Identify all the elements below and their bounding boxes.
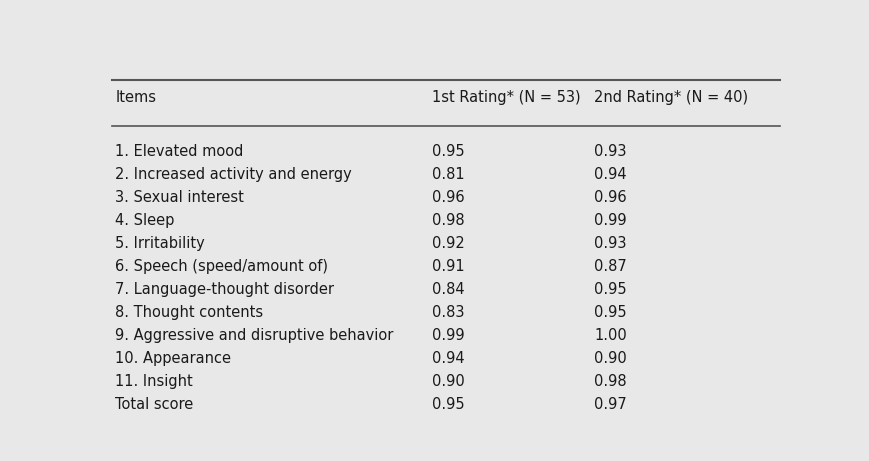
Text: 5. Irritability: 5. Irritability [116, 236, 205, 251]
Text: 2nd Rating* (N = 40): 2nd Rating* (N = 40) [594, 90, 747, 106]
Text: 0.97: 0.97 [594, 397, 627, 413]
Text: 0.84: 0.84 [432, 282, 464, 297]
Text: 11. Insight: 11. Insight [116, 374, 193, 390]
Text: 2. Increased activity and energy: 2. Increased activity and energy [116, 167, 352, 182]
Text: 0.92: 0.92 [432, 236, 465, 251]
Text: 0.90: 0.90 [432, 374, 465, 390]
Text: 0.81: 0.81 [432, 167, 464, 182]
Text: 7. Language-thought disorder: 7. Language-thought disorder [116, 282, 334, 297]
Text: 6. Speech (speed/amount of): 6. Speech (speed/amount of) [116, 259, 328, 274]
Text: 0.94: 0.94 [594, 167, 626, 182]
Text: 0.96: 0.96 [594, 190, 626, 205]
Text: 4. Sleep: 4. Sleep [116, 213, 175, 228]
Text: 0.93: 0.93 [594, 144, 626, 159]
Text: 0.98: 0.98 [432, 213, 464, 228]
Text: 0.95: 0.95 [594, 282, 626, 297]
Text: 0.87: 0.87 [594, 259, 627, 274]
Text: 0.90: 0.90 [594, 351, 627, 366]
Text: 10. Appearance: 10. Appearance [116, 351, 231, 366]
Text: 3. Sexual interest: 3. Sexual interest [116, 190, 244, 205]
Text: 0.94: 0.94 [432, 351, 464, 366]
Text: 0.99: 0.99 [594, 213, 626, 228]
Text: 0.83: 0.83 [432, 305, 464, 320]
Text: 1.00: 1.00 [594, 328, 627, 343]
Text: Total score: Total score [116, 397, 194, 413]
Text: 0.91: 0.91 [432, 259, 464, 274]
Text: 8. Thought contents: 8. Thought contents [116, 305, 263, 320]
Text: 9. Aggressive and disruptive behavior: 9. Aggressive and disruptive behavior [116, 328, 394, 343]
Text: 1st Rating* (N = 53): 1st Rating* (N = 53) [432, 90, 580, 106]
Text: 0.96: 0.96 [432, 190, 464, 205]
Text: Items: Items [116, 90, 156, 106]
Text: 0.99: 0.99 [432, 328, 464, 343]
Text: 0.93: 0.93 [594, 236, 626, 251]
Text: 0.98: 0.98 [594, 374, 626, 390]
Text: 0.95: 0.95 [432, 144, 464, 159]
Text: 0.95: 0.95 [432, 397, 464, 413]
Text: 1. Elevated mood: 1. Elevated mood [116, 144, 243, 159]
Text: 0.95: 0.95 [594, 305, 626, 320]
